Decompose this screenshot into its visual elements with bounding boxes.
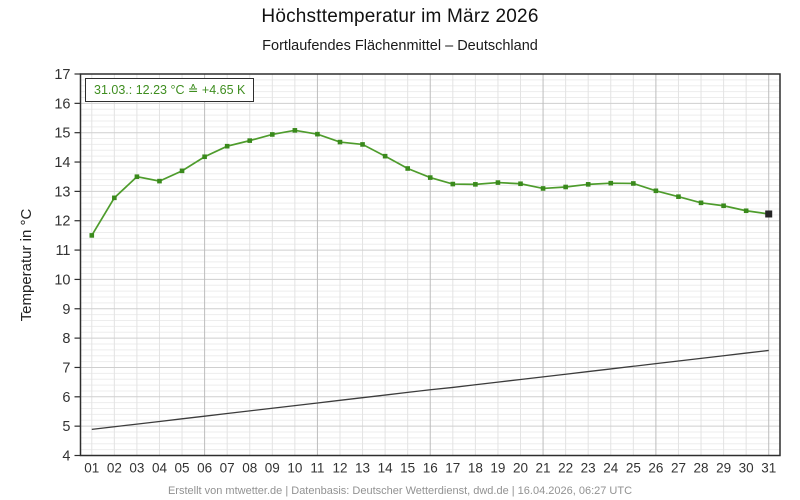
x-tick-label: 27 <box>671 461 686 476</box>
data-point-marker <box>676 194 681 199</box>
data-point-marker <box>653 188 659 194</box>
y-tick-label: 4 <box>62 449 70 465</box>
data-point-marker <box>89 233 95 238</box>
data-point-marker <box>247 138 253 143</box>
y-tick-label: 9 <box>62 302 70 318</box>
x-tick-label: 10 <box>287 461 302 476</box>
x-tick-label: 02 <box>107 461 122 476</box>
data-point-marker <box>721 203 726 209</box>
plot-border <box>79 73 781 457</box>
x-tick-label: 26 <box>648 461 663 476</box>
data-point-marker <box>427 175 433 180</box>
data-point-marker <box>473 182 478 187</box>
latest-value-annotation: 31.03.: 12.23 °C ≙ +4.65 K <box>85 78 255 102</box>
data-point-marker <box>563 184 568 190</box>
footer-credit: Erstellt von mtwetter.de | Datenbasis: D… <box>167 485 633 497</box>
x-tick-label: 05 <box>175 461 190 476</box>
x-tick-label: 31 <box>761 461 776 476</box>
x-tick-label: 07 <box>220 461 235 476</box>
data-point-marker <box>112 195 117 201</box>
x-tick-label: 06 <box>197 461 212 476</box>
data-point-marker <box>518 181 523 187</box>
x-tick-label: 24 <box>603 461 619 476</box>
x-tick-label: 01 <box>84 461 99 476</box>
x-tick-label: 18 <box>468 461 483 476</box>
data-point-marker <box>743 208 749 214</box>
x-tick-label: 11 <box>310 461 324 476</box>
latest-value-annotation-text: 31.03.: 12.23 °C ≙ +4.65 K <box>94 83 246 97</box>
chart-subtitle: Fortlaufendes Flächenmittel – Deutschlan… <box>262 38 538 54</box>
y-tick-label: 17 <box>54 67 70 83</box>
x-tick-label: 14 <box>378 461 394 476</box>
data-point-marker <box>450 181 456 187</box>
x-tick-label: 29 <box>716 461 731 476</box>
data-point-marker <box>585 182 591 187</box>
data-point-marker <box>224 143 230 149</box>
x-tick-label: 28 <box>694 461 709 476</box>
x-tick-label: 09 <box>265 461 280 476</box>
y-tick-label: 11 <box>55 243 70 259</box>
x-tick-label: 15 <box>400 461 415 476</box>
data-point-marker <box>631 181 636 186</box>
series-reference-line <box>91 349 769 431</box>
data-point-marker <box>337 139 343 145</box>
y-tick-label: 16 <box>54 96 70 112</box>
data-point-marker <box>698 200 704 206</box>
y-tick-label: 13 <box>54 184 70 200</box>
x-tick-label: 13 <box>355 461 370 476</box>
y-tick-label: 15 <box>54 126 70 142</box>
highlighted-last-point-marker <box>765 210 773 218</box>
data-point-marker <box>360 142 365 147</box>
data-point-marker <box>179 168 185 174</box>
data-point-marker <box>495 180 501 185</box>
x-tick-label: 03 <box>129 461 144 476</box>
data-point-marker <box>382 153 388 159</box>
data-point-marker <box>405 166 410 171</box>
y-tick-label: 5 <box>62 419 70 435</box>
data-point-marker <box>202 154 207 160</box>
x-tick-label: 08 <box>242 461 257 476</box>
y-tick-label: 12 <box>54 214 70 230</box>
data-point-marker <box>269 132 275 137</box>
data-point-marker <box>315 131 320 137</box>
data-point-marker <box>540 186 546 191</box>
y-tick-label: 6 <box>62 390 70 406</box>
x-tick-label: 30 <box>739 461 754 476</box>
x-tick-label: 22 <box>558 461 573 476</box>
x-tick-label: 21 <box>536 461 551 476</box>
data-point-marker <box>134 174 140 180</box>
y-tick-label: 7 <box>62 360 70 376</box>
x-tick-label: 12 <box>332 461 347 476</box>
y-tick-label: 14 <box>54 155 70 171</box>
x-tick-label: 04 <box>152 461 168 476</box>
data-point-marker <box>608 180 614 186</box>
x-tick-label: 17 <box>445 461 460 476</box>
chart-title: Höchsttemperatur im März 2026 <box>261 6 539 27</box>
x-tick-label: 25 <box>626 461 641 476</box>
x-tick-label: 19 <box>490 461 505 476</box>
x-tick-label: 16 <box>423 461 438 476</box>
data-point-marker <box>292 128 298 133</box>
x-tick-label: 20 <box>513 461 528 476</box>
data-point-marker <box>157 178 162 184</box>
y-tick-label: 10 <box>54 272 70 288</box>
x-tick-label: 23 <box>581 461 596 476</box>
y-tick-label: 8 <box>62 331 70 347</box>
